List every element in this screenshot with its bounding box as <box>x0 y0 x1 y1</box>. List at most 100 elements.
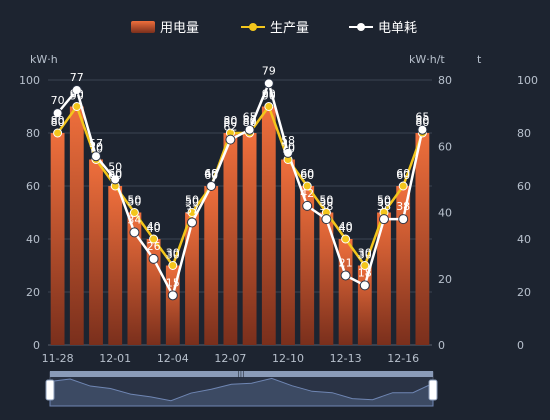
production-point[interactable] <box>398 181 408 191</box>
production-point[interactable] <box>168 261 178 270</box>
production-value-label: 60 <box>300 167 314 180</box>
bar-value-label: 80 <box>223 116 237 129</box>
x-axis-tick: 12-13 <box>330 352 362 365</box>
production-value-label: 70 <box>281 141 295 154</box>
legend-label: 用电量 <box>160 21 199 36</box>
production-value-label: 30 <box>166 247 180 260</box>
data-zoom-slider[interactable]: ||| <box>45 370 438 407</box>
unit-value-label: 58 <box>281 134 295 147</box>
bar[interactable] <box>377 212 391 346</box>
bar-value-label: 80 <box>243 116 257 129</box>
unit-consumption-point[interactable] <box>283 147 293 158</box>
bar-value-label: 50 <box>127 196 141 209</box>
production-point[interactable] <box>341 234 351 244</box>
mid-axis-tick: 20 <box>438 273 452 286</box>
unit-value-label: 38 <box>377 200 391 213</box>
zoom-handle-left[interactable] <box>45 379 55 401</box>
mid-axis-tick: 80 <box>438 74 452 87</box>
unit-consumption-point[interactable] <box>398 214 409 225</box>
mid-axis-unit: kW·h/t <box>409 53 445 66</box>
production-point[interactable] <box>149 234 159 244</box>
x-axis-tick: 12-01 <box>99 352 131 365</box>
production-point[interactable] <box>360 261 370 270</box>
unit-consumption-point[interactable] <box>52 108 63 119</box>
unit-consumption-point[interactable] <box>129 227 140 238</box>
x-axis-tick: 12-04 <box>157 352 189 365</box>
unit-consumption-point[interactable] <box>379 214 389 225</box>
production-point[interactable] <box>302 181 312 191</box>
production-point[interactable] <box>187 208 197 217</box>
bar[interactable] <box>50 133 65 345</box>
axis-ticks: 0 20 40 60 80 100 0 20 40 60 80 0 20 40 60 80 100 11-28 12… <box>19 74 538 365</box>
bar[interactable] <box>204 186 219 345</box>
production-point[interactable] <box>53 128 63 138</box>
production-value-label: 80 <box>223 114 237 127</box>
right-axis-tick: 80 <box>517 127 531 140</box>
production-value-label: 40 <box>339 220 353 233</box>
mid-axis-tick: 40 <box>438 207 452 220</box>
bar-value-label: 70 <box>89 143 103 156</box>
unit-consumption-point[interactable] <box>206 181 217 191</box>
left-axis-tick: 0 <box>33 339 40 352</box>
bar-swatch-icon <box>131 21 155 33</box>
unit-consumption-point[interactable] <box>225 134 236 145</box>
bar-value-label: 80 <box>51 116 65 129</box>
zoom-handle-right[interactable] <box>428 379 438 401</box>
legend[interactable]: 用电量 生产量 电单耗 <box>131 21 417 36</box>
production-point[interactable] <box>72 102 82 111</box>
unit-consumption-point[interactable] <box>302 200 313 211</box>
production-value-label: 50 <box>377 194 391 207</box>
bar[interactable] <box>242 133 257 345</box>
bar[interactable] <box>223 133 238 345</box>
unit-value-label: 79 <box>262 64 276 77</box>
unit-value-label: 50 <box>108 160 122 173</box>
unit-consumption-point[interactable] <box>340 270 351 281</box>
bar[interactable] <box>319 212 334 346</box>
production-value-label: 90 <box>262 88 276 101</box>
legend-item-electricity[interactable]: 用电量 <box>131 21 199 36</box>
bar[interactable] <box>415 133 430 345</box>
unit-consumption-point[interactable] <box>110 174 121 185</box>
bar[interactable] <box>89 159 103 346</box>
bar[interactable] <box>261 106 276 346</box>
bar[interactable] <box>300 186 315 345</box>
bar[interactable] <box>338 239 353 345</box>
bar[interactable] <box>396 186 411 345</box>
unit-consumption-point[interactable] <box>167 290 178 301</box>
unit-consumption-point[interactable] <box>359 280 370 291</box>
mid-axis-tick: 60 <box>438 140 452 153</box>
bar[interactable] <box>108 186 123 345</box>
unit-value-label: 65 <box>415 111 429 124</box>
unit-consumption-point[interactable] <box>244 124 255 135</box>
left-axis-tick: 60 <box>26 180 40 193</box>
line-dot-icon <box>357 23 365 31</box>
bar-value-label: 80 <box>415 116 429 129</box>
unit-consumption-point[interactable] <box>417 124 428 135</box>
unit-value-label: 77 <box>70 71 84 84</box>
line-series <box>52 78 428 301</box>
unit-consumption-point[interactable] <box>263 78 274 89</box>
left-axis-tick: 80 <box>26 127 40 140</box>
production-value-label: 60 <box>108 167 122 180</box>
bar[interactable] <box>127 212 142 346</box>
unit-consumption-point[interactable] <box>148 253 159 264</box>
production-point[interactable] <box>264 102 274 111</box>
production-value-label: 50 <box>319 194 333 207</box>
unit-consumption-point[interactable] <box>91 151 101 162</box>
legend-item-production[interactable]: 生产量 <box>241 21 309 36</box>
unit-consumption-point[interactable] <box>71 84 82 95</box>
zoom-range-bar[interactable] <box>50 371 433 377</box>
left-axis-tick: 40 <box>26 233 40 246</box>
unit-consumption-point[interactable] <box>187 217 197 228</box>
production-value-label: 70 <box>89 141 103 154</box>
zoom-preview-area <box>49 377 434 407</box>
legend-item-unit-consumption[interactable]: 电单耗 <box>349 21 417 36</box>
bar[interactable] <box>69 106 84 346</box>
grip-icon: ||| <box>237 370 244 378</box>
unit-value-label: 38 <box>396 200 410 213</box>
bar[interactable] <box>281 159 295 346</box>
production-point[interactable] <box>129 208 139 217</box>
unit-consumption-point[interactable] <box>321 214 332 225</box>
bar[interactable] <box>185 212 199 346</box>
